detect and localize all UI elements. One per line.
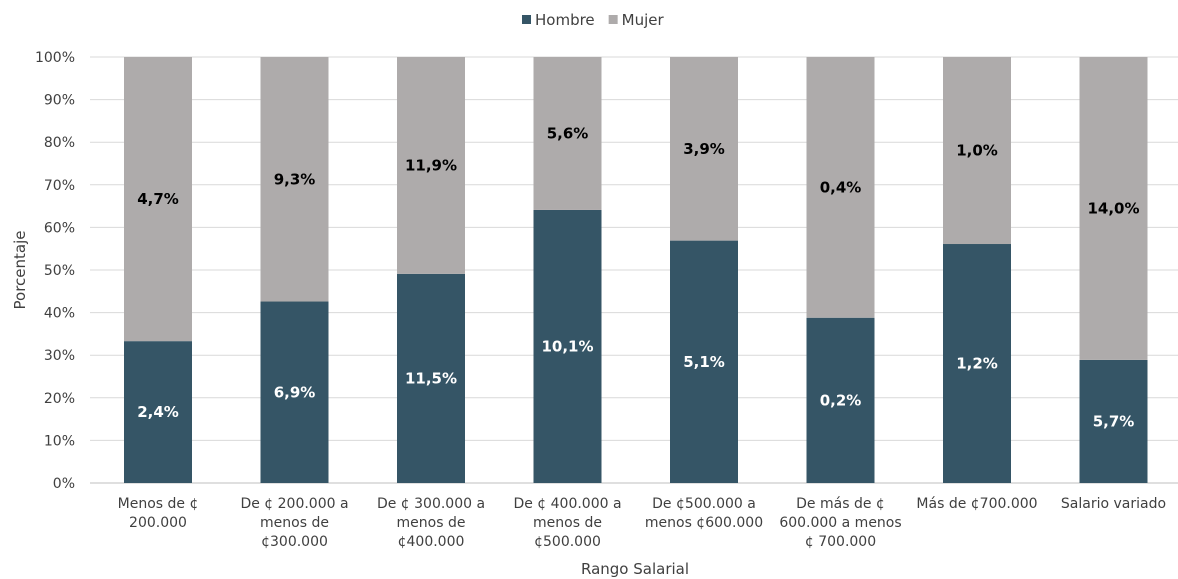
x-tick-label: De más de ¢ 600.000 a menos ¢ 700.000 [779,496,901,550]
x-tick-label: De ¢500.000 a menos ¢600.000 [645,496,763,531]
bar-hombre-3 [397,273,465,483]
bar-hombre-6 [806,317,875,483]
y-tick-label: 80% [44,135,75,151]
bars [124,57,1148,483]
y-tick-label: 70% [44,178,75,194]
data-label-hombre: 10,1% [541,337,593,355]
data-label-hombre: 2,4% [137,403,179,421]
x-axis: Menos de ¢ 200.000 De ¢ 200.000 a menos de ¢… [118,496,1166,550]
bar-hombre-1 [124,341,192,483]
y-axis-title: Porcentaje [11,231,29,310]
bar-mujer-8 [1079,57,1148,360]
x-tick-label: Menos de ¢ 200.000 [118,496,199,531]
data-label-mujer: 5,6% [547,124,589,142]
y-axis: 0% 10% 20% 30% 40% 50% 60% 70% 80% 90% 100% [35,50,75,492]
data-label-hombre: 5,7% [1093,412,1135,430]
x-tick-label: De ¢ 200.000 a menos de ¢300.000 [240,496,348,550]
bar-hombre-7 [943,244,1011,483]
y-tick-label: 10% [44,433,75,449]
y-tick-label: 50% [44,263,75,279]
data-label-hombre: 11,5% [405,369,457,387]
bar-mujer-7 [943,57,1011,245]
data-label-hombre: 6,9% [274,383,316,401]
bar-mujer-2 [260,57,329,302]
bar-hombre-2 [260,301,329,483]
bar-mujer-1 [124,57,192,342]
gridlines [90,56,1178,484]
x-axis-title: Rango Salarial [581,560,689,578]
data-label-hombre: 0,2% [820,391,862,409]
data-label-mujer: 4,7% [137,190,179,208]
y-tick-label: 0% [53,476,75,492]
legend-label-hombre: Hombre [535,11,595,29]
x-tick-label: Salario variado [1061,496,1166,512]
bar-mujer-4 [533,57,602,210]
data-labels: 2,4% 4,7% 6,9% 9,3% 11,5% 11,9% 10,1% 5,6% 5,1% 3… [137,124,1139,430]
y-tick-label: 40% [44,306,75,322]
data-label-mujer: 9,3% [274,170,316,188]
bar-mujer-6 [806,57,875,318]
data-label-mujer: 11,9% [405,156,457,174]
y-tick-label: 30% [44,348,75,364]
x-tick-label: De ¢ 400.000 a menos de ¢500.000 [513,496,621,550]
data-label-hombre: 5,1% [683,353,725,371]
data-label-mujer: 1,0% [956,142,998,160]
data-label-mujer: 3,9% [683,140,725,158]
y-tick-label: 20% [44,391,75,407]
legend-swatch-hombre [522,15,531,24]
y-tick-label: 90% [44,93,75,109]
bar-hombre-4 [533,209,602,483]
legend-swatch-mujer [608,15,618,24]
x-tick-label: Más de ¢700.000 [916,496,1037,512]
bar-mujer-5 [670,57,738,241]
x-tick-label: De ¢ 300.000 a menos de ¢400.000 [377,496,485,550]
bar-mujer-3 [397,57,465,274]
data-label-mujer: 14,0% [1087,199,1139,217]
data-label-hombre: 1,2% [956,355,998,373]
legend-label-mujer: Mujer [622,11,665,29]
bar-hombre-5 [670,240,738,483]
legend: Hombre Mujer [522,11,665,29]
bar-hombre-8 [1079,359,1148,483]
y-tick-label: 60% [44,220,75,236]
y-tick-label: 100% [35,50,75,66]
data-label-mujer: 0,4% [820,178,862,196]
